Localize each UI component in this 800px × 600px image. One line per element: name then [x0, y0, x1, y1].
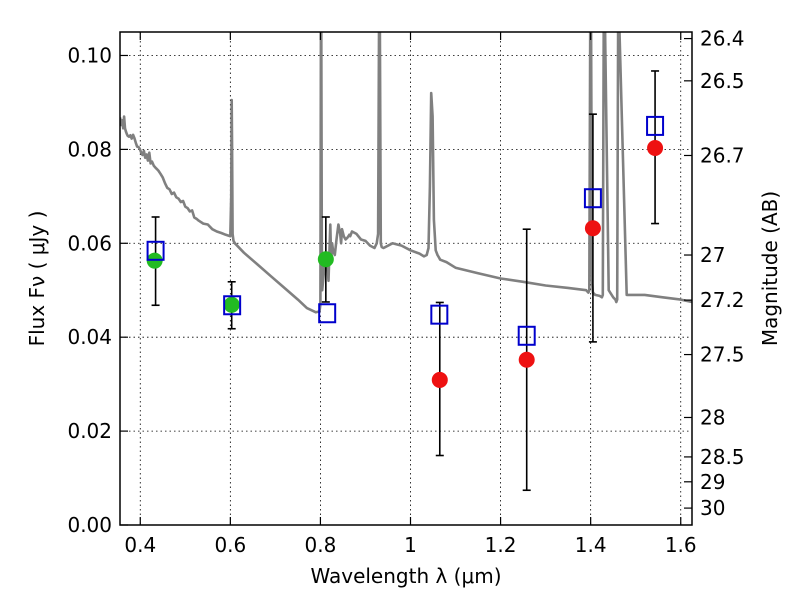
right-tick-label: 28.5	[700, 445, 745, 469]
model-spectrum-line	[120, 32, 692, 314]
data-point-circle	[518, 351, 535, 368]
right-tick-label: 26.4	[700, 27, 745, 51]
grid-lines	[120, 32, 692, 526]
data-point-square	[583, 188, 602, 209]
x-tick-label: 1.4	[575, 533, 607, 557]
right-tick-label: 26.7	[700, 143, 745, 167]
data-point-circle	[431, 371, 448, 388]
x-tick-label: 0.6	[214, 533, 246, 557]
right-tick-label: 27.5	[700, 343, 745, 367]
data-point-square	[146, 240, 165, 261]
x-axis-label-text: Wavelength λ (μm)	[310, 564, 501, 588]
y-tick-label: 0.06	[67, 231, 112, 255]
data-point-circle	[584, 220, 601, 237]
right-tick-label: 27	[700, 243, 725, 267]
y-tick-label: 0.00	[67, 513, 112, 537]
data-point-square	[223, 295, 242, 316]
data-point-square	[517, 325, 536, 346]
y-axis-label: Flux Fν ( μJy )	[25, 211, 49, 347]
axis-ticks: 0.4 0.6 0.8 1 1.2 1.4 1.6 0.00 0.02 0.04 0.06 0.08 0…	[67, 27, 744, 557]
data-point-circle	[647, 139, 664, 156]
right-tick-label: 28	[700, 405, 725, 429]
x-axis-label: Wavelength λ (μm)	[310, 564, 501, 588]
error-bars	[151, 70, 660, 492]
data-point-circle	[223, 296, 240, 313]
right-axis-label: Magnitude (AB)	[758, 191, 782, 346]
x-tick-label: 1.6	[665, 533, 697, 557]
data-point-square	[646, 115, 665, 136]
y-tick-label: 0.02	[67, 419, 112, 443]
x-tick-label: 0.4	[124, 533, 156, 557]
x-tick-label: 1.2	[485, 533, 517, 557]
data-markers	[146, 115, 665, 388]
right-tick-label: 30	[700, 496, 725, 520]
y-tick-label: 0.10	[67, 43, 112, 67]
y-tick-label: 0.04	[67, 325, 112, 349]
data-point-circle	[317, 251, 334, 268]
plot-frame	[119, 31, 693, 526]
data-point-square	[430, 304, 449, 325]
x-tick-label: 1	[404, 533, 417, 557]
right-tick-label: 29	[700, 470, 725, 494]
y-tick-label: 0.08	[67, 137, 112, 161]
y-axis-label-text: Flux Fν ( μJy )	[25, 211, 49, 347]
data-point-square	[318, 303, 337, 324]
right-tick-label: 27.2	[700, 288, 745, 312]
x-tick-label: 0.8	[305, 533, 337, 557]
right-tick-label: 26.5	[700, 69, 745, 93]
right-axis-label-text: Magnitude (AB)	[758, 191, 782, 346]
model-spectrum	[120, 32, 692, 314]
